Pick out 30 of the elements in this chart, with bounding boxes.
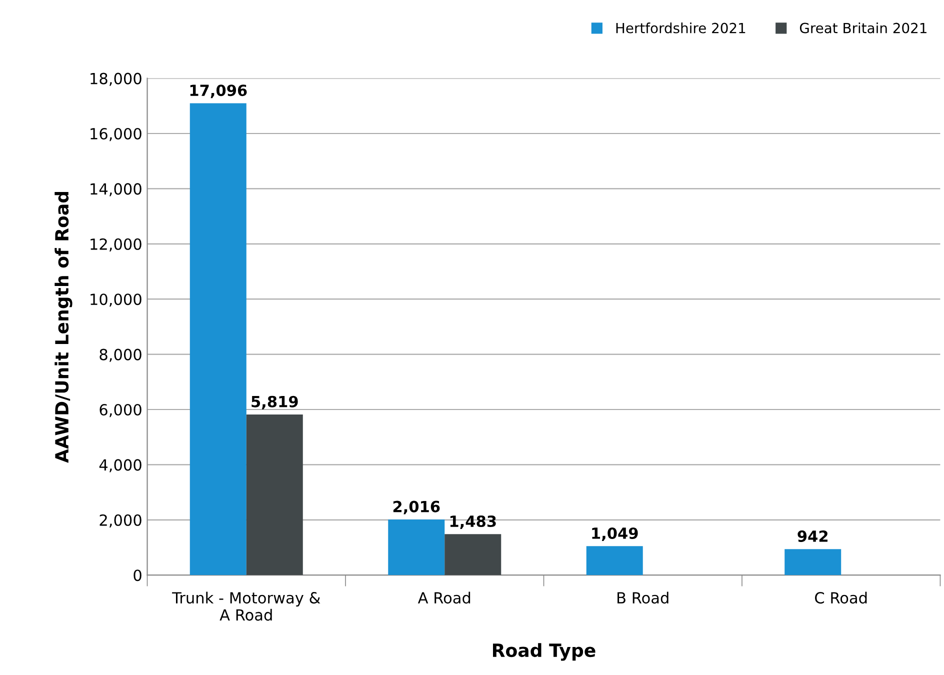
bar [784,549,842,576]
y-tick-label: 8,000 [100,348,142,362]
x-tick-label: B Road [618,592,668,604]
x-tick-label: A Road [418,592,470,604]
bar [190,103,246,576]
bar [388,519,445,576]
data-label: 5,819 [252,396,298,410]
y-tick-label: 10,000 [90,294,142,307]
y-tick-label: 12,000 [90,238,142,252]
y-tick-label: 4,000 [99,459,142,472]
y-tick-label: 18,000 [90,72,142,86]
x-axis-title: Road Type [492,643,596,661]
legend-label: Hertfordshire 2021 [616,22,746,34]
y-tick-label: 6,000 [100,404,142,418]
x-tick-label: Trunk - Motorway & A Road [172,592,320,621]
y-axis-title: AAWD/Unit Length of Road [54,192,72,463]
data-label: 942 [798,530,828,542]
y-tick-label: 0 [134,570,142,582]
x-tick-label: C Road [815,592,867,604]
data-label: 1,483 [450,515,496,529]
bar [586,546,643,576]
y-tick-label: 14,000 [90,183,142,196]
y-tick-label: 16,000 [90,128,142,142]
legend-label: Great Britain 2021 [800,22,926,34]
data-label: 17,096 [190,84,247,98]
data-label: 1,049 [592,527,638,541]
bar [246,414,303,576]
bar [444,534,502,576]
y-tick-label: 2,000 [100,514,142,528]
data-label: 2,016 [393,500,440,514]
